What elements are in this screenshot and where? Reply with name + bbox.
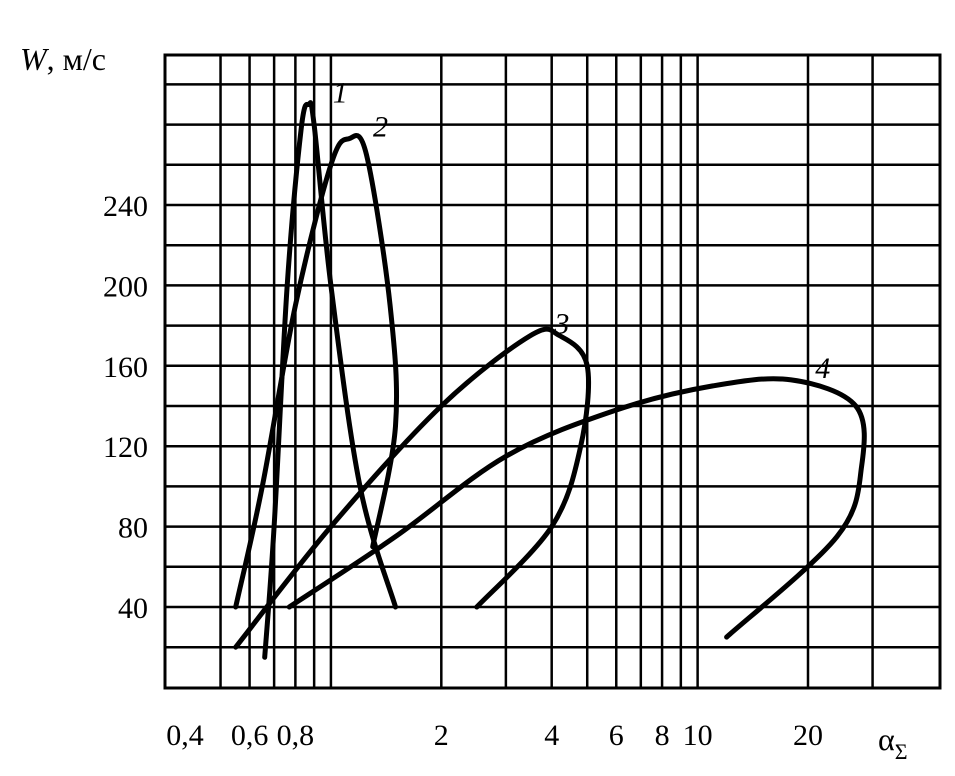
y-tick-label: 240: [103, 190, 148, 223]
curve-3: [233, 326, 592, 650]
curve-4: [286, 376, 867, 640]
curve-label-4: 4: [815, 352, 830, 385]
grid: [163, 53, 942, 690]
x-axis-title: αΣ: [878, 721, 908, 764]
x-tick-label: 8: [655, 719, 670, 752]
curve-2: [233, 133, 400, 610]
x-tick-label: 2: [434, 719, 449, 752]
curves: [233, 100, 867, 660]
y-axis-title: W, м/с: [20, 41, 106, 77]
x-tick-label: 0,8: [277, 719, 315, 752]
x-tick-label: 0,6: [231, 719, 269, 752]
curve-label-1: 1: [333, 77, 348, 110]
x-tick-label: 0,4: [166, 719, 204, 752]
y-tick-label: 40: [118, 592, 148, 625]
y-tick-labels: 40 80 120 160 200 240: [103, 190, 148, 625]
x-tick-label: 6: [609, 719, 624, 752]
curve-1: [262, 100, 398, 660]
x-tick-label: 10: [683, 719, 713, 752]
x-tick-label: 4: [544, 719, 559, 752]
y-tick-label: 80: [118, 512, 148, 545]
y-tick-label: 120: [103, 431, 148, 464]
x-tick-label: 20: [793, 719, 823, 752]
x-tick-labels: 0,4 0,6 0,8 2 4 6 8 10 20: [166, 719, 823, 752]
curve-label-2: 2: [373, 111, 388, 144]
series-labels: 12 3 4: [333, 77, 830, 385]
y-tick-label: 160: [103, 351, 148, 384]
y-tick-label: 200: [103, 270, 148, 303]
curve-label-3: 3: [553, 308, 569, 341]
